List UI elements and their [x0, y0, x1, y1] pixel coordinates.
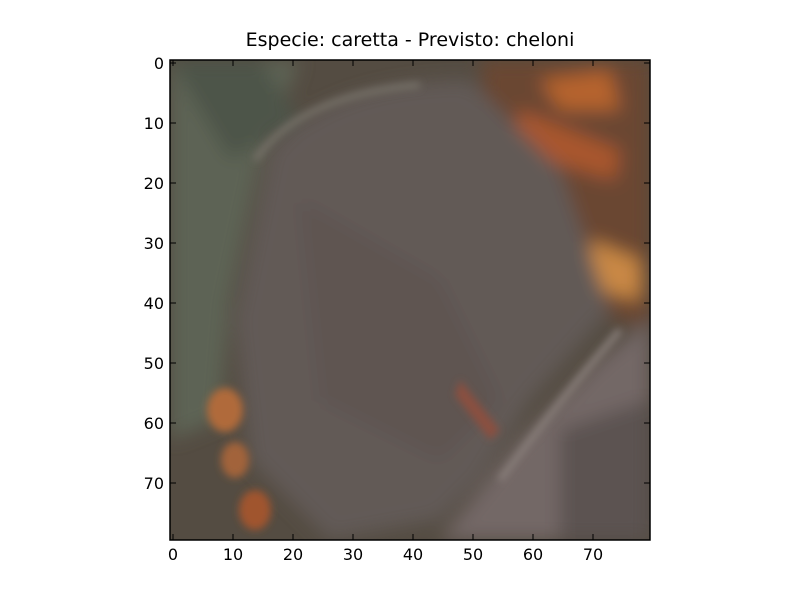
- x-tick-label: 60: [523, 545, 543, 564]
- y-tick-label: 20: [144, 174, 164, 193]
- x-tick-label: 10: [223, 545, 243, 564]
- y-tick-label: 0: [154, 54, 164, 73]
- y-tick-label: 30: [144, 234, 164, 253]
- x-tick-label: 40: [403, 545, 423, 564]
- chart-title: Especie: caretta - Previsto: cheloni: [246, 29, 575, 51]
- x-tick-label: 20: [283, 545, 303, 564]
- image: [170, 60, 650, 540]
- y-tick-label: 70: [144, 474, 164, 493]
- axes-frame: [169, 59, 651, 541]
- x-tick-label: 50: [463, 545, 483, 564]
- y-tick-label: 60: [144, 414, 164, 433]
- y-tick-label: 10: [144, 114, 164, 133]
- y-tick-label: 50: [144, 354, 164, 373]
- x-tick-label: 70: [583, 545, 603, 564]
- y-tick-label: 40: [144, 294, 164, 313]
- x-tick-label: 0: [168, 545, 178, 564]
- x-tick-label: 30: [343, 545, 363, 564]
